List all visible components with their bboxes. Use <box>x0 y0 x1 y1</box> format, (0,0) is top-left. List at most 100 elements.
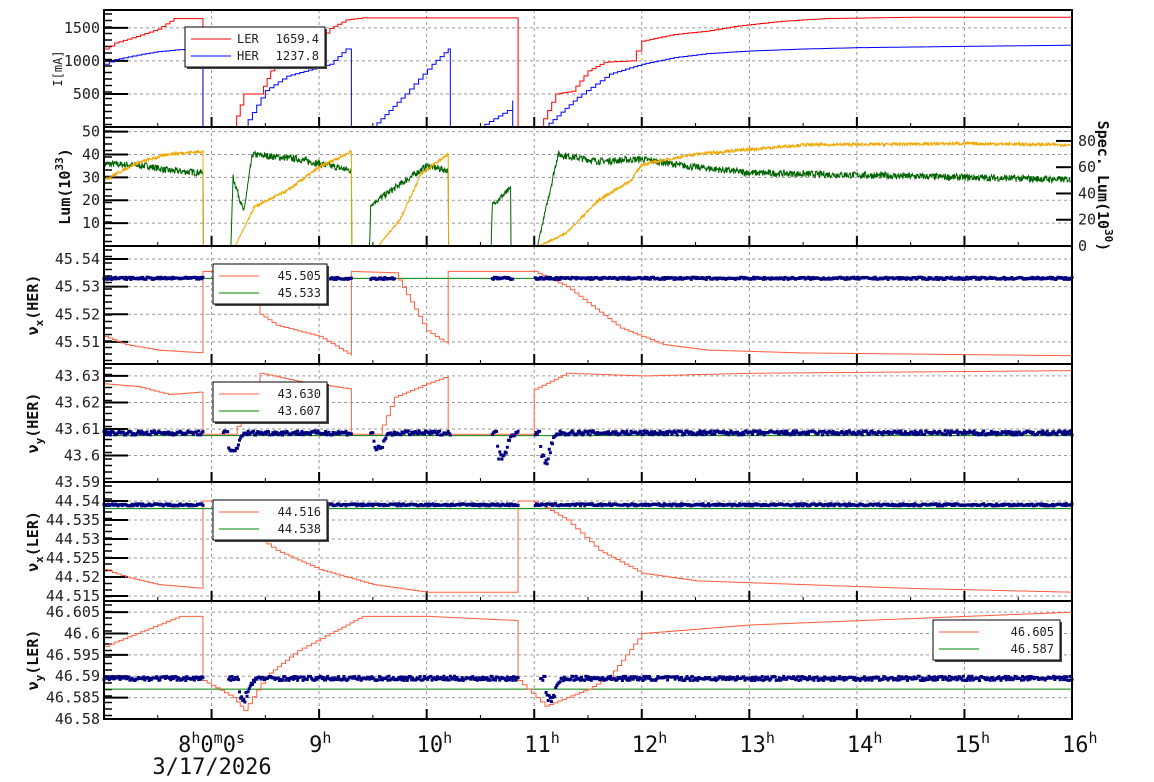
data-point <box>830 432 834 436</box>
data-point <box>381 678 385 682</box>
data-point <box>1010 276 1014 280</box>
data-point <box>434 678 438 682</box>
data-point <box>346 677 350 681</box>
data-point <box>808 675 812 679</box>
data-point <box>546 275 550 279</box>
data-point <box>377 445 381 449</box>
data-point <box>589 276 593 280</box>
data-point <box>418 675 422 679</box>
data-point <box>851 675 855 679</box>
data-point <box>286 676 290 680</box>
data-point <box>1011 430 1015 434</box>
data-point <box>516 429 520 433</box>
data-point <box>498 450 502 454</box>
data-point <box>852 677 856 681</box>
data-point <box>779 678 783 682</box>
data-point <box>580 431 584 435</box>
data-point <box>358 676 362 680</box>
data-point <box>396 678 400 682</box>
data-point <box>623 676 627 680</box>
data-point <box>676 676 680 680</box>
data-point <box>1057 675 1061 679</box>
data-point <box>104 433 108 437</box>
data-point <box>968 678 972 682</box>
data-point <box>560 677 564 681</box>
y-tick-label: 46.595 <box>46 646 100 664</box>
data-point <box>144 277 148 281</box>
series-line-her <box>104 44 1073 128</box>
data-point <box>325 433 329 437</box>
data-point <box>1062 675 1066 679</box>
series-line-luminosity <box>103 149 1073 247</box>
data-point <box>791 429 795 433</box>
series-line-set <box>104 500 1073 593</box>
data-point <box>571 674 575 678</box>
data-point <box>646 676 650 680</box>
data-point <box>324 678 328 682</box>
data-point <box>736 675 740 679</box>
data-point <box>336 430 340 434</box>
data-point <box>414 678 418 682</box>
data-point <box>155 675 159 679</box>
data-point <box>1041 429 1045 433</box>
data-point <box>578 678 582 682</box>
data-point <box>386 678 390 682</box>
data-point <box>761 277 765 281</box>
data-point <box>747 502 751 506</box>
data-point <box>426 677 430 681</box>
data-point <box>1024 431 1028 435</box>
data-point <box>870 678 874 682</box>
data-point <box>988 678 992 682</box>
data-point <box>1039 430 1043 434</box>
data-point <box>923 432 927 436</box>
data-point <box>355 504 359 508</box>
data-point <box>533 503 537 507</box>
data-point <box>1065 675 1069 679</box>
y-axis-label: νy(HER) <box>24 393 46 454</box>
data-point <box>628 678 632 682</box>
data-point <box>178 429 182 433</box>
legend-value: 46.587 <box>1011 642 1054 656</box>
data-point <box>626 678 630 682</box>
data-point <box>417 429 421 433</box>
x-tick-label: 10h <box>417 729 453 758</box>
data-point <box>497 457 501 461</box>
data-point <box>504 451 508 455</box>
data-point <box>250 682 254 686</box>
data-point <box>1036 676 1040 680</box>
data-point <box>574 674 578 678</box>
data-point <box>121 430 125 434</box>
data-point <box>293 676 297 680</box>
data-point <box>384 436 388 440</box>
data-point <box>982 502 986 506</box>
data-point <box>763 675 767 679</box>
data-point <box>1055 433 1059 437</box>
data-point <box>316 429 320 433</box>
data-point <box>672 675 676 679</box>
data-point <box>547 277 551 281</box>
data-point <box>327 430 331 434</box>
data-point <box>1001 504 1005 508</box>
data-point <box>111 675 115 679</box>
data-point <box>170 431 174 435</box>
data-point <box>930 676 934 680</box>
data-point <box>929 677 933 681</box>
data-point <box>107 678 111 682</box>
data-point <box>569 677 573 681</box>
data-point <box>995 433 999 437</box>
data-point <box>902 432 906 436</box>
data-point <box>441 433 445 437</box>
data-point <box>124 675 128 679</box>
data-point <box>794 502 798 506</box>
data-point <box>844 277 848 281</box>
data-point <box>438 429 442 433</box>
y-axis-label: I[mA] <box>51 50 65 86</box>
data-point <box>107 430 111 434</box>
data-point <box>400 678 404 682</box>
data-point <box>310 676 314 680</box>
data-point <box>333 276 337 280</box>
data-point <box>665 430 669 434</box>
data-point <box>832 678 836 682</box>
data-point <box>597 676 601 680</box>
data-point <box>496 444 500 448</box>
